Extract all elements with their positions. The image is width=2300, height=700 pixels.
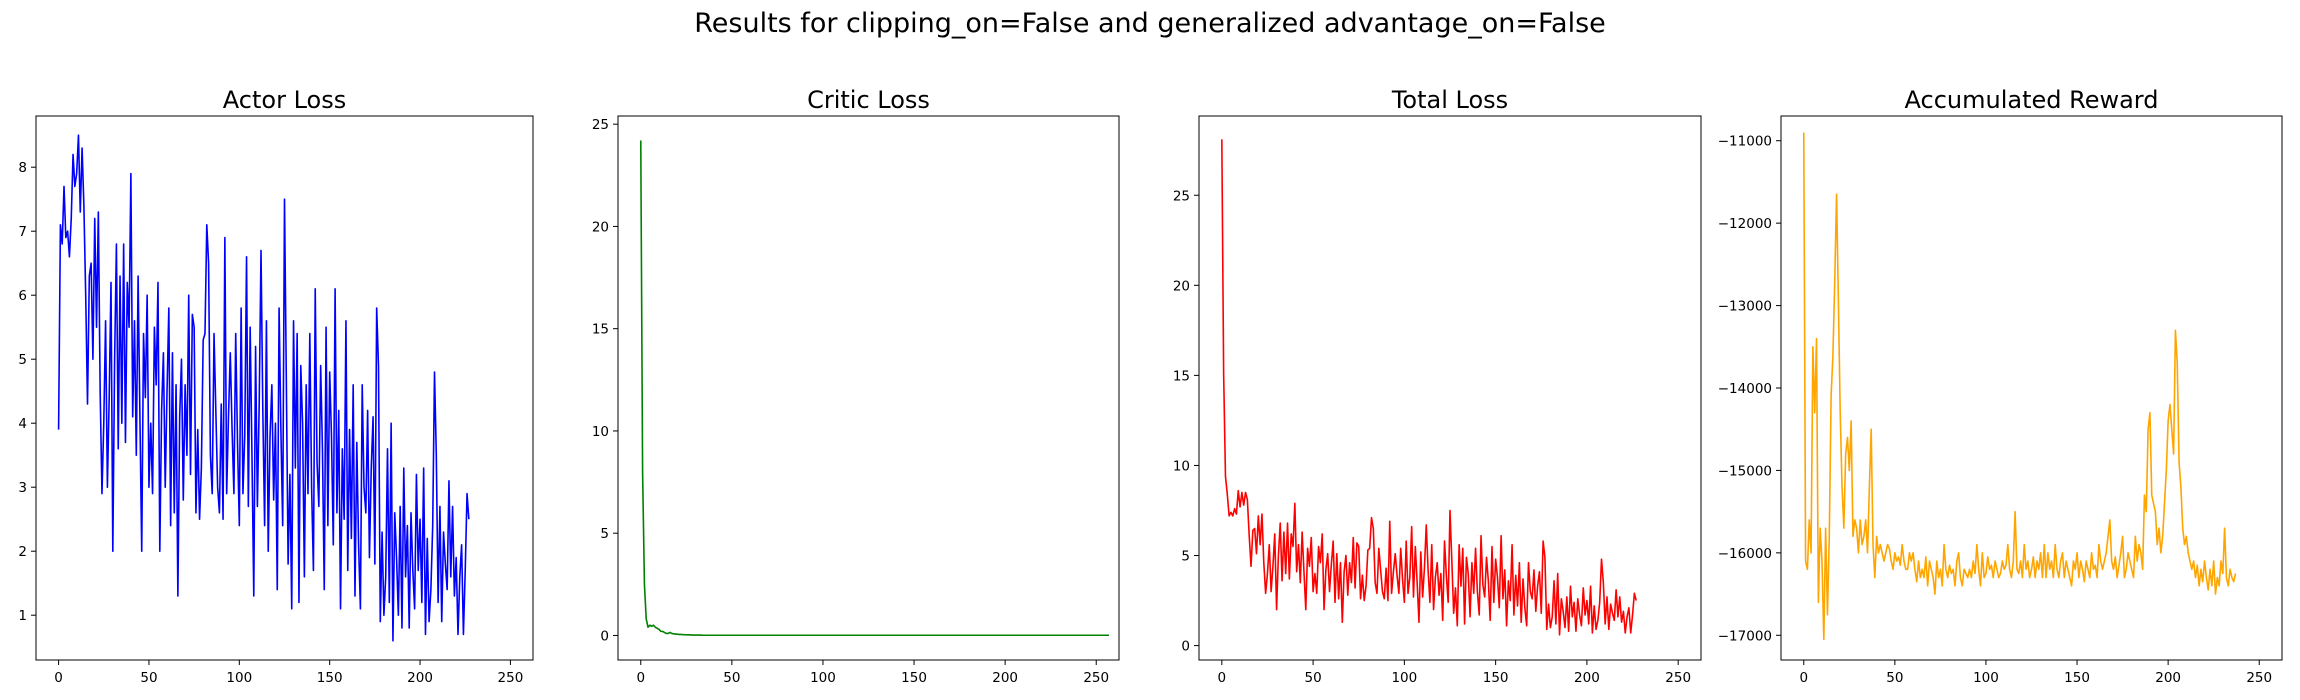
subplot-2: Critic Loss 0 50 100 150 200 250 0 5 10 15 20 25 (592, 86, 1120, 686)
x-tick-label: 50 (1886, 670, 1903, 686)
y-tick-label: 5 (1181, 549, 1190, 565)
y-tick-label: 0 (600, 628, 609, 644)
y-tick-label: 15 (592, 322, 609, 338)
plot-frame (1198, 115, 1702, 661)
y-tick-label: 8 (18, 160, 27, 176)
x-tick-label: 50 (140, 670, 157, 686)
x-tick-label: 250 (2246, 670, 2272, 686)
y-tick-label: −15000 (1718, 463, 1772, 479)
subplot-title: Actor Loss (223, 86, 346, 114)
subplot-1: Actor Loss 0 50 100 150 200 250 1 2 3 4 5 6 7 8 (18, 86, 534, 686)
x-tick-label: 200 (2155, 670, 2181, 686)
y-tick-label: −12000 (1718, 216, 1772, 232)
y-tick-label: 4 (18, 416, 27, 432)
y-tick-label: 20 (592, 219, 609, 235)
series-line (1802, 132, 2237, 641)
x-tick-label: 50 (723, 670, 740, 686)
subplot-title: Critic Loss (807, 86, 930, 114)
y-tick-label: 15 (1173, 368, 1190, 384)
plot-frame (35, 115, 534, 661)
x-tick-label: 150 (1483, 670, 1509, 686)
x-tick-label: 250 (498, 670, 524, 686)
x-tick-label: 0 (54, 670, 63, 686)
x-tick-label: 100 (1973, 670, 1999, 686)
y-tick-label: 10 (592, 424, 609, 440)
plot-frame (617, 115, 1120, 661)
y-tick-label: 7 (18, 224, 27, 240)
y-tick-label: 6 (18, 288, 27, 304)
x-tick-label: 150 (317, 670, 343, 686)
y-tick-label: 0 (1181, 639, 1190, 655)
x-tick-label: 250 (1665, 670, 1691, 686)
x-tick-label: 200 (992, 670, 1018, 686)
y-tick-label: −17000 (1718, 628, 1772, 644)
y-tick-label: 20 (1173, 278, 1190, 294)
y-tick-label: 10 (1173, 458, 1190, 474)
series-line (57, 134, 470, 642)
x-tick-label: 200 (407, 670, 433, 686)
x-tick-label: 100 (1391, 670, 1417, 686)
x-tick-label: 0 (1799, 670, 1808, 686)
y-tick-label: 5 (600, 526, 609, 542)
y-tick-label: −13000 (1718, 299, 1772, 315)
x-tick-label: 200 (1574, 670, 1600, 686)
y-tick-label: 3 (18, 480, 27, 496)
y-tick-label: 25 (592, 117, 609, 133)
subplot-3: Total Loss 0 50 100 150 200 250 0 5 10 15 20 25 (1173, 86, 1702, 686)
x-tick-label: 100 (226, 670, 252, 686)
subplot-title: Total Loss (1391, 86, 1508, 114)
y-tick-label: −16000 (1718, 546, 1772, 562)
y-tick-label: 2 (18, 544, 27, 560)
x-tick-label: 0 (1218, 670, 1227, 686)
x-tick-label: 0 (636, 670, 645, 686)
subplot-title: Accumulated Reward (1905, 86, 2159, 114)
x-tick-label: 250 (1083, 670, 1109, 686)
x-tick-label: 150 (901, 670, 927, 686)
subplot-4: Accumulated Reward 0 50 100 150 200 250 −11000 −… (1718, 86, 2283, 686)
figure-title: Results for clipping_on=False and genera… (694, 8, 1606, 39)
x-tick-label: 150 (2064, 670, 2090, 686)
y-tick-label: −11000 (1718, 134, 1772, 150)
x-tick-label: 50 (1304, 670, 1321, 686)
y-tick-label: 1 (18, 608, 27, 624)
y-tick-label: 5 (18, 352, 27, 368)
x-tick-label: 100 (810, 670, 836, 686)
series-line (1221, 139, 1637, 636)
series-line (639, 140, 1109, 637)
y-tick-label: 25 (1173, 188, 1190, 204)
y-tick-label: −14000 (1718, 381, 1772, 397)
